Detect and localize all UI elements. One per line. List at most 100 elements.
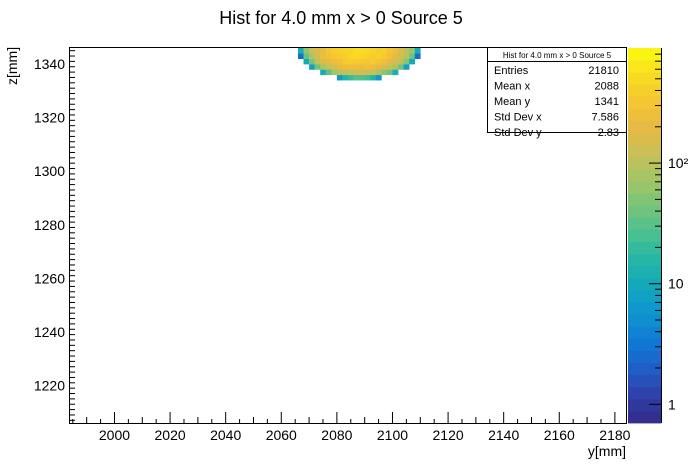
heatmap-cell xyxy=(381,69,388,76)
x-tick-label: 2120 xyxy=(433,427,464,443)
y-tick-label: 1240 xyxy=(34,324,65,340)
color-segment xyxy=(628,241,661,255)
color-segment xyxy=(628,398,661,412)
x-tick-label: 2140 xyxy=(488,427,519,443)
heatmap-cell xyxy=(359,58,365,65)
heatmap-cell xyxy=(320,58,327,65)
heatmap-cell xyxy=(336,58,343,65)
heatmap-cell xyxy=(364,48,371,54)
heatmap-cell xyxy=(359,53,365,60)
heatmap-cell xyxy=(320,48,327,54)
stats-value: 21810 xyxy=(588,65,619,77)
y-tick-label: 1300 xyxy=(34,163,65,179)
x-axis: 2000 2020 2040 2060 2080 2100 2120 2140 2160 2180 xyxy=(72,412,631,443)
color-segment xyxy=(628,229,661,242)
heatmap-cell xyxy=(375,53,382,60)
color-segment xyxy=(628,326,661,339)
heatmap-cell xyxy=(320,53,327,60)
heatmap-cell xyxy=(392,48,399,54)
heatmap-cell xyxy=(325,58,332,65)
plot-frame xyxy=(69,47,627,424)
heatmap-cell xyxy=(386,58,393,65)
color-segment xyxy=(628,48,661,61)
x-tick-label: 2020 xyxy=(155,427,186,443)
heatmap-cell xyxy=(320,64,327,70)
chart-title: Hist for 4.0 mm x > 0 Source 5 xyxy=(219,8,463,28)
heatmap-cell xyxy=(398,48,404,54)
heatmap-cell xyxy=(325,69,332,76)
heatmap-cell xyxy=(375,48,382,54)
heatmap-cell xyxy=(297,53,304,60)
heatmap-cell xyxy=(392,53,399,60)
color-segment xyxy=(628,144,661,158)
heatmap-cell xyxy=(370,53,377,60)
heatmap-cell xyxy=(348,64,354,70)
heatmap-cell xyxy=(353,58,360,65)
color-palette: 1 10 10² xyxy=(628,48,689,424)
heatmap-cell xyxy=(325,53,332,60)
color-segment xyxy=(628,132,661,146)
heatmap-cell xyxy=(398,58,404,65)
heatmap-cell xyxy=(381,48,388,54)
stats-label: Mean x xyxy=(494,81,531,93)
heatmap-cell xyxy=(386,48,393,54)
stats-value: 1341 xyxy=(595,96,619,108)
color-segment xyxy=(628,181,661,194)
color-segment xyxy=(628,253,661,267)
heatmap-cell xyxy=(353,53,360,60)
color-segment xyxy=(628,374,661,388)
heatmap-cell xyxy=(342,64,349,70)
heatmap-cell xyxy=(353,48,360,54)
heatmap-cell xyxy=(348,53,354,60)
color-segment xyxy=(628,410,661,424)
heatmap-cell xyxy=(364,64,371,70)
heatmap-cell xyxy=(375,74,382,81)
heatmap-cell xyxy=(303,58,310,65)
heatmap-cell xyxy=(336,64,343,70)
heatmap-cell xyxy=(303,53,310,60)
heatmap-cell xyxy=(386,69,393,76)
heatmap-cell xyxy=(364,53,371,60)
heatmap-cell xyxy=(342,48,349,54)
heatmap-cell xyxy=(353,74,360,81)
y-tick-label: 1320 xyxy=(34,110,65,126)
heatmap-cell xyxy=(348,69,354,76)
heatmap-cell xyxy=(370,69,377,76)
heatmap-cell xyxy=(314,53,321,60)
x-tick-label: 2040 xyxy=(210,427,241,443)
colorbar-tick-label: 10² xyxy=(668,155,689,171)
heatmap-cell xyxy=(336,48,343,54)
stats-value: 7.586 xyxy=(591,112,619,124)
heatmap-cell xyxy=(364,69,371,76)
heatmap-cell xyxy=(348,58,354,65)
color-segment xyxy=(628,217,661,230)
y-axis: 1220 1240 1260 1280 1300 1320 1340 xyxy=(34,50,75,421)
heatmap-cell xyxy=(297,48,304,54)
heatmap-cell xyxy=(414,48,421,54)
x-axis-label: y[mm] xyxy=(588,443,626,459)
color-segment xyxy=(628,205,661,218)
color-segment xyxy=(628,84,661,97)
heatmap-cell xyxy=(375,58,382,65)
heatmap-cell xyxy=(375,69,382,76)
color-segment xyxy=(628,168,661,182)
heatmap-cell xyxy=(409,58,416,65)
color-segment xyxy=(628,72,661,85)
heatmap-cell xyxy=(348,48,354,54)
heatmap-cell xyxy=(331,48,338,54)
heatmap-cell xyxy=(398,53,404,60)
stats-box: Hist for 4.0 mm x > 0 Source 5 Entries 21… xyxy=(487,47,627,139)
heatmap-cell xyxy=(386,64,393,70)
color-segment xyxy=(628,120,661,134)
stats-label: Entries xyxy=(494,65,529,77)
color-segment xyxy=(628,314,661,327)
x-tick-label: 2180 xyxy=(599,427,630,443)
heatmap-cell xyxy=(381,64,388,70)
stats-value: 2.83 xyxy=(598,127,619,139)
x-tick-label: 2160 xyxy=(544,427,575,443)
heatmap-cell xyxy=(403,58,410,65)
stats-label: Std Dev x xyxy=(494,112,542,124)
heatmap-cell xyxy=(342,69,349,76)
heatmap-cell xyxy=(303,48,310,54)
